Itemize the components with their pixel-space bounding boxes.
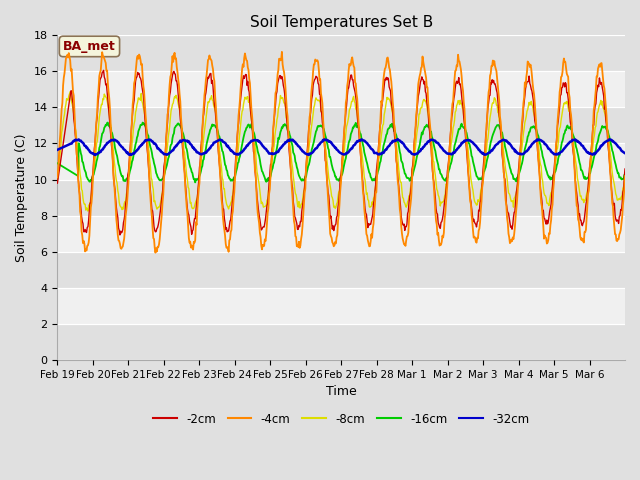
Bar — [58, 36, 625, 72]
Bar — [58, 72, 625, 108]
Bar — [58, 324, 625, 360]
Text: BA_met: BA_met — [63, 40, 116, 53]
X-axis label: Time: Time — [326, 385, 356, 398]
Title: Soil Temperatures Set B: Soil Temperatures Set B — [250, 15, 433, 30]
Bar — [58, 144, 625, 180]
Bar — [58, 108, 625, 144]
Bar — [58, 180, 625, 216]
Bar — [58, 216, 625, 252]
Bar — [58, 252, 625, 288]
Bar — [58, 288, 625, 324]
Legend: -2cm, -4cm, -8cm, -16cm, -32cm: -2cm, -4cm, -8cm, -16cm, -32cm — [148, 408, 534, 431]
Y-axis label: Soil Temperature (C): Soil Temperature (C) — [15, 133, 28, 262]
